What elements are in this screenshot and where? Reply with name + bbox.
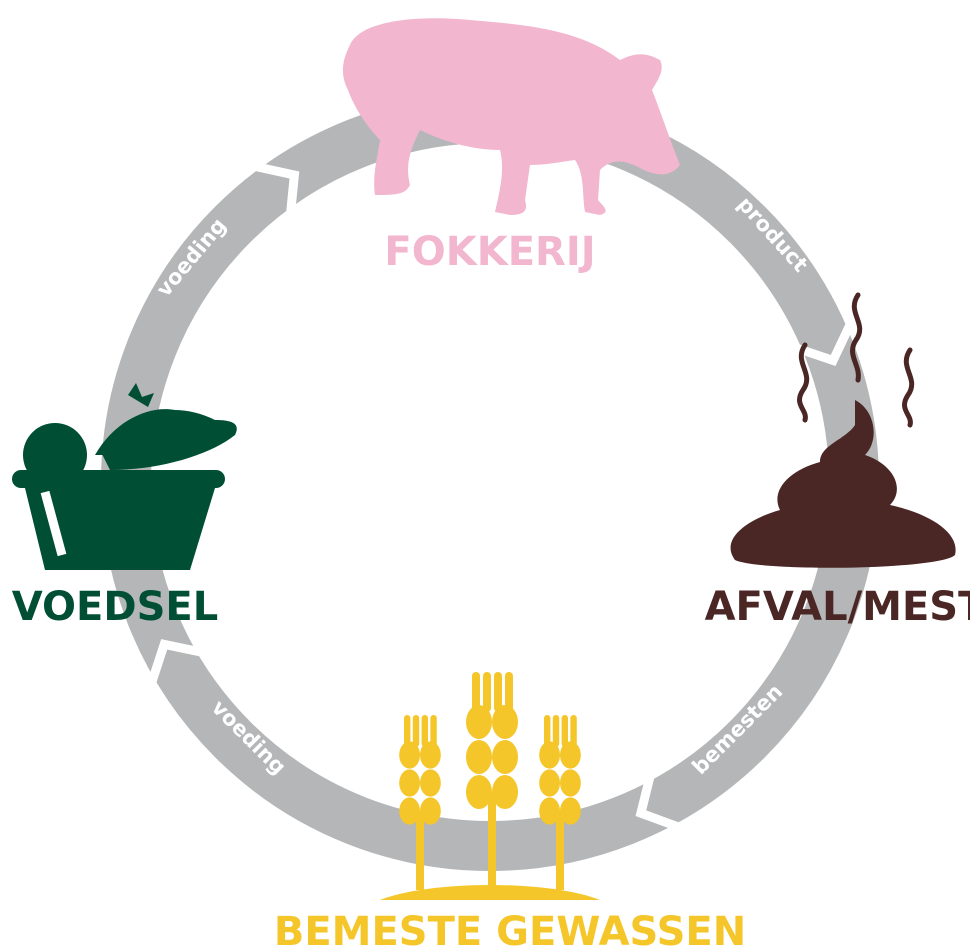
grain <box>492 705 518 739</box>
grain-top <box>413 715 419 747</box>
grain <box>399 769 420 796</box>
grain <box>399 797 420 824</box>
node-label: BEMESTE GEWASSEN <box>274 909 746 950</box>
grain <box>466 705 492 739</box>
grain <box>492 775 518 809</box>
grain <box>492 740 518 774</box>
grain <box>560 769 581 796</box>
node-label: AFVAL/MEST <box>705 584 970 630</box>
grain-top <box>483 672 491 712</box>
stalk <box>556 811 564 890</box>
grain-top <box>553 715 559 747</box>
grain <box>420 741 441 768</box>
grain <box>420 797 441 824</box>
cycle-diagram: FOKKERIJ AFVAL/MEST BEMESTE GEWASSEN VOE… <box>0 0 970 950</box>
node-label: FOKKERIJ <box>384 229 595 275</box>
grain <box>539 741 560 768</box>
stalk <box>488 792 496 890</box>
grain <box>560 741 581 768</box>
node-label: VOEDSEL <box>12 584 218 630</box>
grain <box>420 769 441 796</box>
grain <box>539 769 560 796</box>
stalk <box>416 811 424 890</box>
grain <box>399 741 420 768</box>
grain <box>466 775 492 809</box>
grain <box>539 797 560 824</box>
grain <box>560 797 581 824</box>
grain <box>466 740 492 774</box>
pig-icon <box>343 18 680 215</box>
crops-icon <box>380 672 600 900</box>
